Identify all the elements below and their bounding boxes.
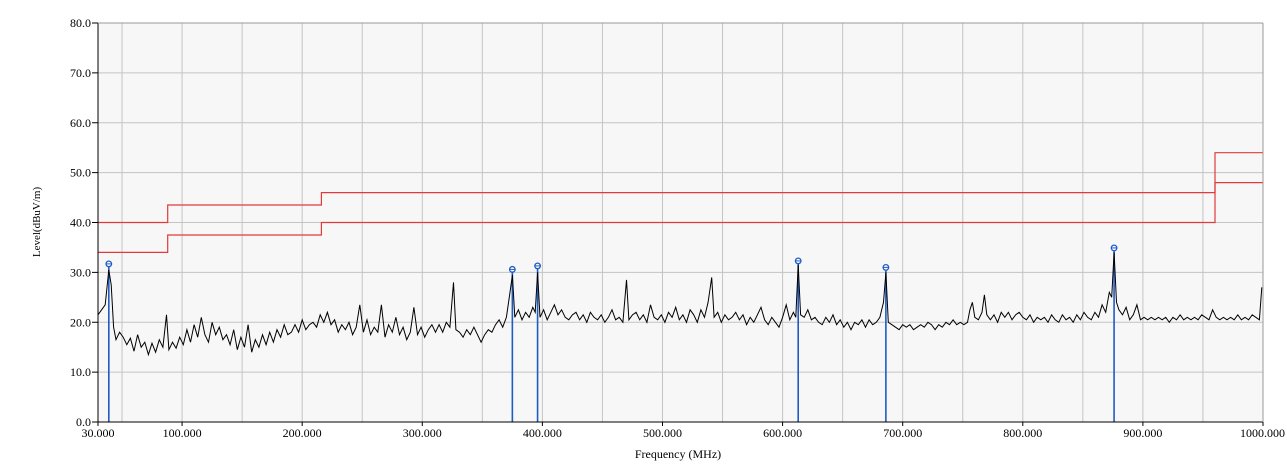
axes: 0.0 10.0 20.0 30.0 40.0 50.0 60.0 70.0 80.0 30.00… xyxy=(70,16,1285,440)
x-tick-label: 30.000 xyxy=(82,426,115,440)
x-tick-label: 500.000 xyxy=(643,426,682,440)
y-tick-label: 50.0 xyxy=(70,166,91,180)
x-axis-label: Frequency (MHz) xyxy=(635,447,721,461)
x-tick-label: 1000.000 xyxy=(1240,426,1285,440)
limit-lines xyxy=(98,152,1263,253)
y-axis-label: Level(dBuV/m) xyxy=(31,187,43,258)
x-tick-label: 600.000 xyxy=(763,426,802,440)
x-tick-label: 400.000 xyxy=(523,426,562,440)
y-tick-label: 70.0 xyxy=(70,66,91,80)
x-tick-label: 200.000 xyxy=(283,426,322,440)
y-tick-label: 10.0 xyxy=(70,365,91,379)
x-tick-label: 700.000 xyxy=(883,426,922,440)
x-tick-label: 100.000 xyxy=(163,426,202,440)
x-tick-label: 300.000 xyxy=(403,426,442,440)
y-tick-label: 60.0 xyxy=(70,116,91,130)
x-tick-label: 800.000 xyxy=(1003,426,1042,440)
y-tick-label: 20.0 xyxy=(70,315,91,329)
limit-line xyxy=(98,182,1263,253)
peak-markers xyxy=(105,244,1118,422)
y-tick-label: 30.0 xyxy=(70,265,91,279)
limit-line xyxy=(98,152,1263,224)
x-tick-label: 900.000 xyxy=(1123,426,1162,440)
trace xyxy=(97,252,1263,357)
y-tick-label: 80.0 xyxy=(70,16,91,30)
y-tick-label: 0.0 xyxy=(76,415,91,429)
y-tick-label: 40.0 xyxy=(70,216,91,230)
trace-line xyxy=(97,252,1263,357)
